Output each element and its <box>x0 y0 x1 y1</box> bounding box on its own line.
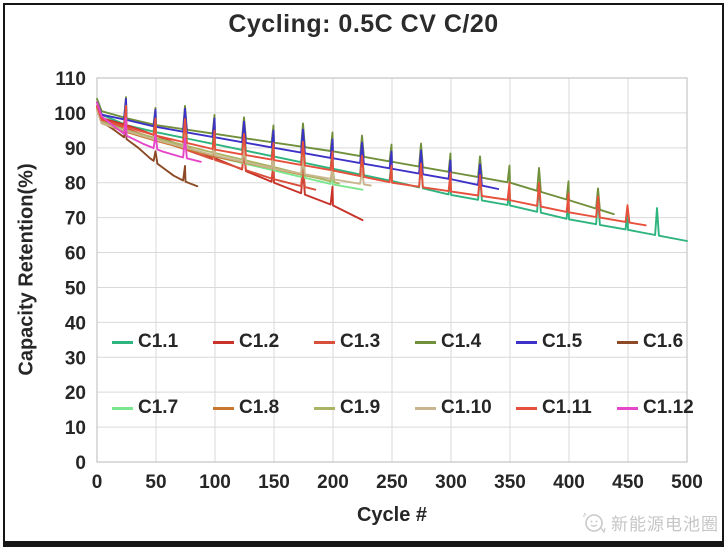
legend-item-c1.12: C1.12 <box>617 397 718 419</box>
x-tick-label: 400 <box>553 472 585 493</box>
y-tick-label: 20 <box>65 383 86 404</box>
legend-item-c1.1: C1.1 <box>112 331 213 353</box>
y-tick-label: 50 <box>65 278 86 299</box>
legend-item-c1.8: C1.8 <box>213 397 314 419</box>
watermark-text: 新能源电池圈 <box>611 515 719 534</box>
legend-swatch-c1.7 <box>112 406 133 410</box>
legend-item-c1.2: C1.2 <box>213 331 314 353</box>
x-tick-label: 450 <box>612 472 644 493</box>
legend-label: C1.3 <box>340 331 381 352</box>
legend-label: C1.12 <box>643 397 694 418</box>
series-line-c1.11 <box>96 104 647 227</box>
y-tick-label: 10 <box>65 418 86 439</box>
legend-swatch-c1.1 <box>112 340 133 344</box>
legend-swatch-c1.4 <box>415 340 436 344</box>
y-tick-label: 40 <box>65 313 86 334</box>
plot-border <box>96 77 688 463</box>
x-tick-label: 350 <box>494 472 526 493</box>
y-tick-label: 60 <box>65 244 86 265</box>
y-tick-label: 80 <box>65 174 86 195</box>
legend-swatch-c1.2 <box>213 340 234 344</box>
legend-label: C1.5 <box>542 331 583 352</box>
y-tick-label: 90 <box>65 139 86 160</box>
y-tick-label: 0 <box>75 453 86 474</box>
legend-item-c1.4: C1.4 <box>415 331 516 353</box>
legend-swatch-c1.8 <box>213 406 234 410</box>
y-tick-label: 30 <box>65 348 86 369</box>
x-tick-label: 50 <box>145 472 166 493</box>
legend-swatch-c1.12 <box>617 406 638 410</box>
series-line-c1.6 <box>96 108 199 188</box>
series-line-c1.12 <box>96 101 202 163</box>
legend-swatch-c1.3 <box>314 340 335 344</box>
legend-label: C1.8 <box>239 397 280 418</box>
x-tick-label: 200 <box>317 472 349 493</box>
x-tick-label: 250 <box>376 472 408 493</box>
legend-row-2: C1.7 C1.8 C1.9 C1.10 C1.11 C1.12 <box>112 397 718 419</box>
legend-label: C1.9 <box>340 397 381 418</box>
x-tick-label: 150 <box>258 472 290 493</box>
legend-label: C1.11 <box>542 397 592 418</box>
legend-item-c1.7: C1.7 <box>112 397 213 419</box>
legend-item-c1.10: C1.10 <box>415 397 516 419</box>
chart-title: Cycling: 0.5C CV C/20 <box>228 10 499 38</box>
legend-item-c1.3: C1.3 <box>314 331 415 353</box>
legend-swatch-c1.6 <box>617 340 638 344</box>
legend-item-c1.9: C1.9 <box>314 397 415 419</box>
x-tick-label: 500 <box>671 472 703 493</box>
y-tick-label: 110 <box>55 69 86 90</box>
image-frame <box>3 3 724 547</box>
watermark-logo-icon <box>583 512 606 533</box>
y-tick-label: 70 <box>65 209 86 230</box>
legend-label: C1.1 <box>138 331 179 352</box>
legend-label: C1.7 <box>138 397 179 418</box>
legend-swatch-c1.11 <box>516 406 537 410</box>
legend-swatch-c1.10 <box>415 406 436 410</box>
x-axis-title: Cycle # <box>356 504 428 526</box>
legend-swatch-c1.9 <box>314 406 335 410</box>
legend-item-c1.6: C1.6 <box>617 331 718 353</box>
legend-label: C1.4 <box>441 331 482 352</box>
legend-label: C1.10 <box>441 397 492 418</box>
watermark: 新能源电池圈 <box>582 510 719 535</box>
y-tick-label: 100 <box>54 104 86 125</box>
legend-swatch-c1.5 <box>516 340 537 344</box>
legend-item-c1.5: C1.5 <box>516 331 617 353</box>
x-tick-label: 0 <box>92 472 103 493</box>
x-tick-label: 300 <box>435 472 467 493</box>
legend-row-1: C1.1 C1.2 C1.3 C1.4 C1.5 C1.6 <box>112 331 718 353</box>
x-tick-label: 100 <box>199 472 231 493</box>
legend-label: C1.6 <box>643 331 684 352</box>
legend-item-c1.11: C1.11 <box>516 397 617 419</box>
legend-label: C1.2 <box>239 331 280 352</box>
